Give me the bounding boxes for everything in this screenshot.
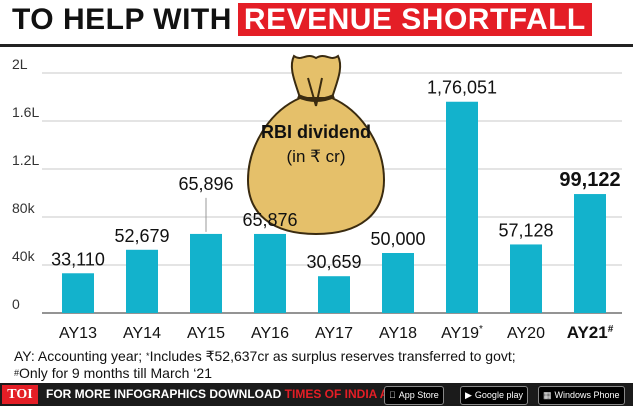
- footnote-mark-hash: #: [14, 368, 20, 378]
- bar: [62, 273, 94, 313]
- app-store-badge[interactable]: App Store: [384, 386, 444, 405]
- x-tick-mark: *: [479, 324, 483, 335]
- x-tick-label: AY20: [507, 325, 545, 342]
- windows-phone-label: Windows Phone: [554, 390, 620, 400]
- bar-chart: RBI dividend (in ₹ cr) 0 40k 80k 1.2L 1.6L 2L…: [12, 54, 622, 342]
- bar: [382, 253, 414, 313]
- footnote-mark-asterisk: *: [146, 351, 150, 361]
- y-tick-label: 1.6L: [12, 104, 39, 120]
- page-title: TO HELP WITH REVENUE SHORTFALL: [12, 3, 592, 37]
- bar: [190, 233, 222, 313]
- bag-label-line1: RBI dividend: [261, 122, 371, 142]
- bar: [318, 276, 350, 313]
- footer-promo: FOR MORE INFOGRAPHICS DOWNLOAD TIMES OF …: [46, 387, 404, 401]
- footer-text-a: FOR MORE INFOGRAPHICS DOWNLOAD: [46, 387, 285, 401]
- data-label: 50,000: [370, 229, 425, 249]
- data-labels: 33,110 52,679 65,896 65,876 30,659 50,000 1,76…: [51, 78, 620, 272]
- data-label: 33,110: [51, 249, 105, 269]
- data-label: 1,76,051: [427, 78, 497, 98]
- money-bag-icon: RBI dividend (in ₹ cr): [246, 54, 386, 236]
- play-icon: ▶: [465, 390, 472, 400]
- title-bar: TO HELP WITH REVENUE SHORTFALL: [0, 0, 633, 47]
- y-tick-label: 1.2L: [12, 152, 39, 168]
- apple-icon: : [389, 390, 396, 400]
- footnote-surplus: Includes ₹52,637cr as surplus reserves t…: [149, 348, 516, 364]
- y-tick-label: 40k: [12, 248, 36, 264]
- footnote: AY: Accounting year; *Includes ₹52,637cr…: [14, 348, 516, 382]
- footer-bar: TOI FOR MORE INFOGRAPHICS DOWNLOAD TIMES…: [0, 383, 633, 406]
- google-play-badge[interactable]: ▶ Google play: [460, 386, 528, 405]
- windows-icon: ▦: [543, 390, 552, 400]
- bar: [254, 233, 286, 313]
- data-label: 65,876: [242, 210, 297, 230]
- data-label: 65,896: [178, 174, 233, 194]
- bar: [126, 249, 158, 313]
- x-tick-label: AY17: [315, 325, 353, 342]
- x-tick-label: AY18: [379, 325, 417, 342]
- toi-logo: TOI: [2, 385, 38, 404]
- title-prefix: TO HELP WITH: [12, 3, 232, 36]
- bars: [62, 101, 606, 313]
- bar: [574, 194, 606, 313]
- google-play-label: Google play: [474, 390, 523, 400]
- x-tick-label: AY15: [187, 325, 225, 342]
- footnote-line-2: #Only for 9 months till March ‘21: [14, 365, 516, 382]
- data-label: 52,679: [114, 226, 169, 246]
- app-store-label: App Store: [392, 390, 439, 400]
- footnote-months: Only for 9 months till March ‘21: [19, 365, 212, 381]
- x-tick-label: AY13: [59, 325, 97, 342]
- y-tick-label: 2L: [12, 56, 28, 72]
- x-tick-mark: #: [608, 324, 614, 335]
- bar: [510, 244, 542, 313]
- y-tick-label: 80k: [12, 200, 36, 216]
- bar: [446, 101, 478, 313]
- bag-label-line2: (in ₹ cr): [287, 147, 346, 166]
- y-tick-label: 0: [12, 296, 20, 312]
- data-label: 57,128: [498, 220, 553, 240]
- title-highlight: REVENUE SHORTFALL: [237, 3, 592, 36]
- data-label: 30,659: [306, 252, 361, 272]
- x-tick-label: AY19*: [441, 324, 483, 342]
- x-tick-label: AY21#: [567, 323, 614, 342]
- footnote-line-1: AY: Accounting year; *Includes ₹52,637cr…: [14, 348, 516, 365]
- x-tick-label: AY14: [123, 325, 161, 342]
- footer-app-name: TIMES OF INDIA APP: [284, 387, 405, 401]
- footnote-ay: AY: Accounting year;: [14, 348, 147, 364]
- windows-phone-badge[interactable]: ▦ Windows Phone: [538, 386, 625, 405]
- x-tick-label: AY16: [251, 325, 289, 342]
- data-label: 99,122: [559, 169, 620, 191]
- x-axis: AY13 AY14 AY15 AY16 AY17 AY18 AY19* AY20 AY21#: [59, 323, 614, 342]
- y-axis: 0 40k 80k 1.2L 1.6L 2L: [12, 56, 39, 312]
